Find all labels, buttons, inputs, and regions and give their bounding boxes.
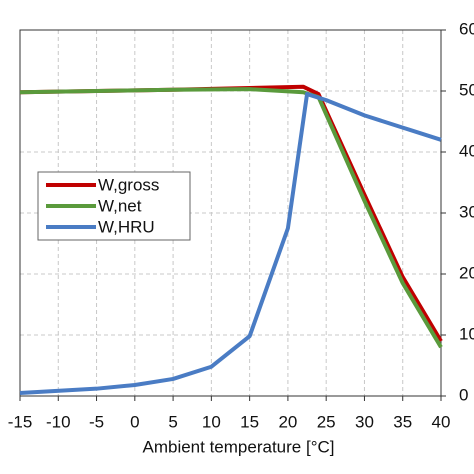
x-axis-label: Ambient temperature [°C] [143, 437, 335, 456]
y-tick-label: 40 [459, 141, 474, 160]
y-tick-label: 20 [459, 263, 474, 282]
y-tick-label: 60 [459, 19, 474, 38]
series-line [19, 87, 443, 349]
x-tick-label: -5 [89, 412, 104, 431]
x-tick-label: 40 [432, 412, 451, 431]
y-tick-label: 50 [459, 80, 474, 99]
x-tick-label: 10 [202, 412, 221, 431]
y-tick-label: 30 [459, 202, 474, 221]
series-line [19, 92, 442, 395]
x-tick-label: 0 [130, 412, 139, 431]
x-tick-label: 25 [317, 412, 336, 431]
x-tick-label: 35 [393, 412, 412, 431]
x-tick-label: -15 [8, 412, 33, 431]
x-tick-label: -10 [46, 412, 71, 431]
x-tick-label: 30 [355, 412, 374, 431]
x-tick-label: 20 [278, 412, 297, 431]
legend-label: W,net [98, 196, 142, 215]
y-tick-label: 10 [459, 324, 474, 343]
plot-frame [19, 29, 442, 397]
x-tick-label: 15 [240, 412, 259, 431]
x-tick-label: 5 [168, 412, 177, 431]
y-tick-label: 0 [459, 385, 468, 404]
legend-label: W,gross [98, 175, 159, 194]
legend-label: W,HRU [98, 217, 155, 236]
